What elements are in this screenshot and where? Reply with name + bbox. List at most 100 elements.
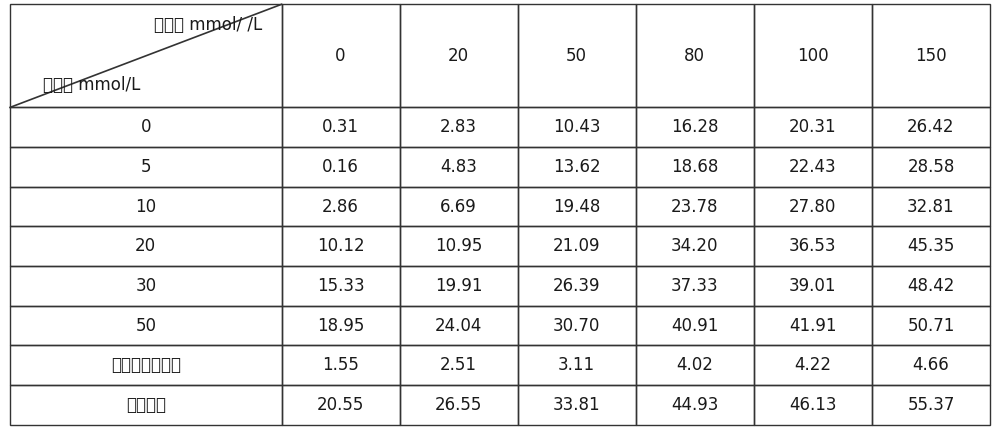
Text: 39.01: 39.01 [789, 277, 837, 295]
Bar [282, 385, 400, 425]
Bar [872, 306, 990, 345]
Bar [10, 385, 282, 425]
Text: 40.91: 40.91 [671, 317, 719, 335]
Text: 18.95: 18.95 [317, 317, 364, 335]
Bar [282, 227, 400, 266]
Text: 0.16: 0.16 [322, 158, 359, 176]
Bar [636, 4, 754, 107]
Text: 19.48: 19.48 [553, 198, 600, 215]
Bar [400, 306, 518, 345]
Bar [400, 266, 518, 306]
Bar [282, 4, 400, 107]
Bar [10, 187, 282, 227]
Bar [400, 4, 518, 107]
Text: 50.71: 50.71 [907, 317, 955, 335]
Bar [518, 266, 636, 306]
Text: 45.35: 45.35 [907, 237, 955, 255]
Bar [10, 147, 282, 187]
Bar [754, 107, 872, 147]
Text: 26.39: 26.39 [553, 277, 600, 295]
Text: 10.12: 10.12 [317, 237, 364, 255]
Text: 蒸馏水淤洗三次: 蒸馏水淤洗三次 [111, 356, 181, 374]
Text: 0.31: 0.31 [322, 118, 359, 136]
Text: 26.55: 26.55 [435, 396, 482, 414]
Bar [636, 187, 754, 227]
Text: 55.37: 55.37 [907, 396, 955, 414]
Bar [518, 306, 636, 345]
Text: 0: 0 [335, 47, 346, 65]
Bar [282, 147, 400, 187]
Text: 3.11: 3.11 [558, 356, 595, 374]
Bar [518, 187, 636, 227]
Text: 总去除率: 总去除率 [126, 396, 166, 414]
Text: 20.55: 20.55 [317, 396, 364, 414]
Bar [636, 345, 754, 385]
Bar [10, 107, 282, 147]
Text: 13.62: 13.62 [553, 158, 601, 176]
Text: 41.91: 41.91 [789, 317, 837, 335]
Text: 80: 80 [684, 47, 705, 65]
Bar [754, 385, 872, 425]
Bar [400, 345, 518, 385]
Text: 22.43: 22.43 [789, 158, 837, 176]
Bar [872, 4, 990, 107]
Text: 23.78: 23.78 [671, 198, 719, 215]
Bar [754, 306, 872, 345]
Bar [282, 107, 400, 147]
Bar [400, 147, 518, 187]
Bar [636, 306, 754, 345]
Text: 46.13: 46.13 [789, 396, 837, 414]
Text: 26.42: 26.42 [907, 118, 955, 136]
Bar [754, 266, 872, 306]
Text: 20.31: 20.31 [789, 118, 837, 136]
Text: 4.02: 4.02 [676, 356, 713, 374]
Text: 33.81: 33.81 [553, 396, 601, 414]
Bar [10, 306, 282, 345]
Bar [400, 187, 518, 227]
Text: 36.53: 36.53 [789, 237, 837, 255]
Bar [518, 385, 636, 425]
Text: 20: 20 [135, 237, 156, 255]
Text: 50: 50 [566, 47, 587, 65]
Text: 28.58: 28.58 [907, 158, 955, 176]
Bar [636, 107, 754, 147]
Bar [10, 4, 282, 107]
Bar [754, 187, 872, 227]
Text: 10: 10 [135, 198, 156, 215]
Bar [400, 107, 518, 147]
Text: 21.09: 21.09 [553, 237, 600, 255]
Bar [872, 266, 990, 306]
Bar [282, 306, 400, 345]
Text: 4.66: 4.66 [913, 356, 949, 374]
Text: 0: 0 [141, 118, 151, 136]
Text: 100: 100 [797, 47, 829, 65]
Bar [518, 4, 636, 107]
Bar [754, 227, 872, 266]
Text: 2.86: 2.86 [322, 198, 359, 215]
Bar [872, 345, 990, 385]
Bar [872, 107, 990, 147]
Text: 48.42: 48.42 [907, 277, 955, 295]
Text: 15.33: 15.33 [317, 277, 364, 295]
Text: 44.93: 44.93 [671, 396, 719, 414]
Text: 30: 30 [135, 277, 156, 295]
Text: 氯化鐵 mmol/L: 氯化鐵 mmol/L [43, 76, 140, 94]
Text: 20: 20 [448, 47, 469, 65]
Bar [754, 4, 872, 107]
Text: 30.70: 30.70 [553, 317, 600, 335]
Text: 19.91: 19.91 [435, 277, 482, 295]
Text: 2.51: 2.51 [440, 356, 477, 374]
Text: 柠檬酸 mmol/ /L: 柠檬酸 mmol/ /L [154, 16, 262, 34]
Text: 16.28: 16.28 [671, 118, 719, 136]
Bar [872, 147, 990, 187]
Bar [754, 147, 872, 187]
Text: 50: 50 [135, 317, 156, 335]
Text: 2.83: 2.83 [440, 118, 477, 136]
Text: 10.43: 10.43 [553, 118, 600, 136]
Bar [282, 266, 400, 306]
Text: 4.22: 4.22 [794, 356, 831, 374]
Bar [518, 227, 636, 266]
Text: 34.20: 34.20 [671, 237, 719, 255]
Bar [636, 266, 754, 306]
Text: 1.55: 1.55 [322, 356, 359, 374]
